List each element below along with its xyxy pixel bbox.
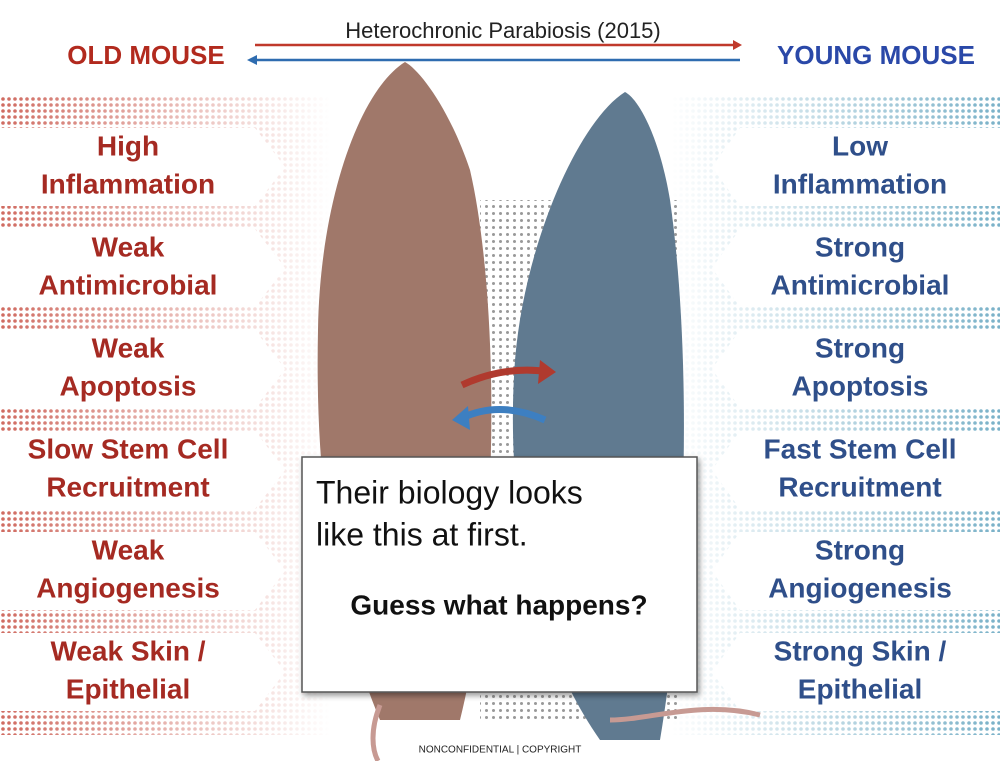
item-label: Angiogenesis — [36, 572, 220, 603]
item-label: Antimicrobial — [771, 269, 950, 300]
item-label: Strong Skin / — [774, 635, 947, 666]
item-label: Strong — [815, 332, 905, 363]
callout-line: like this at first. — [316, 516, 528, 552]
title-arrows — [247, 40, 742, 65]
label-box — [0, 633, 285, 711]
label-box — [712, 128, 1000, 206]
item-label: Weak — [92, 534, 165, 565]
item-label: Inflammation — [773, 168, 947, 199]
item-label: Apoptosis — [60, 370, 197, 401]
label-box — [712, 633, 1000, 711]
left-heading: OLD MOUSE — [67, 40, 224, 70]
footer: NONCONFIDENTIAL | COPYRIGHT — [419, 745, 582, 756]
item-label: Recruitment — [46, 471, 209, 502]
item-label: Antimicrobial — [39, 269, 218, 300]
item-label: Inflammation — [41, 168, 215, 199]
item-label: High — [97, 130, 159, 161]
item-label: Recruitment — [778, 471, 941, 502]
label-box — [712, 229, 1000, 307]
item-label: Weak Skin / — [50, 635, 205, 666]
right-heading: YOUNG MOUSE — [777, 40, 975, 70]
item-label: Epithelial — [66, 673, 190, 704]
label-box — [712, 532, 1000, 610]
callout-box — [301, 456, 698, 693]
title: Heterochronic Parabiosis (2015) — [345, 18, 661, 43]
label-box — [0, 128, 285, 206]
label-box — [712, 330, 1000, 408]
label-box — [712, 431, 1000, 509]
item-label: Epithelial — [798, 673, 922, 704]
item-label: Angiogenesis — [768, 572, 952, 603]
label-box — [0, 330, 285, 408]
label-box — [0, 431, 285, 509]
item-label: Low — [832, 130, 888, 161]
item-label: Weak — [92, 332, 165, 363]
item-label: Strong — [815, 231, 905, 262]
label-box — [0, 532, 285, 610]
callout-line: Their biology looks — [316, 474, 583, 510]
label-box — [0, 229, 285, 307]
item-label: Weak — [92, 231, 165, 262]
item-label: Fast Stem Cell — [764, 433, 957, 464]
item-label: Strong — [815, 534, 905, 565]
item-label: Slow Stem Cell — [28, 433, 229, 464]
callout-question: Guess what happens? — [350, 589, 647, 620]
item-label: Apoptosis — [792, 370, 929, 401]
